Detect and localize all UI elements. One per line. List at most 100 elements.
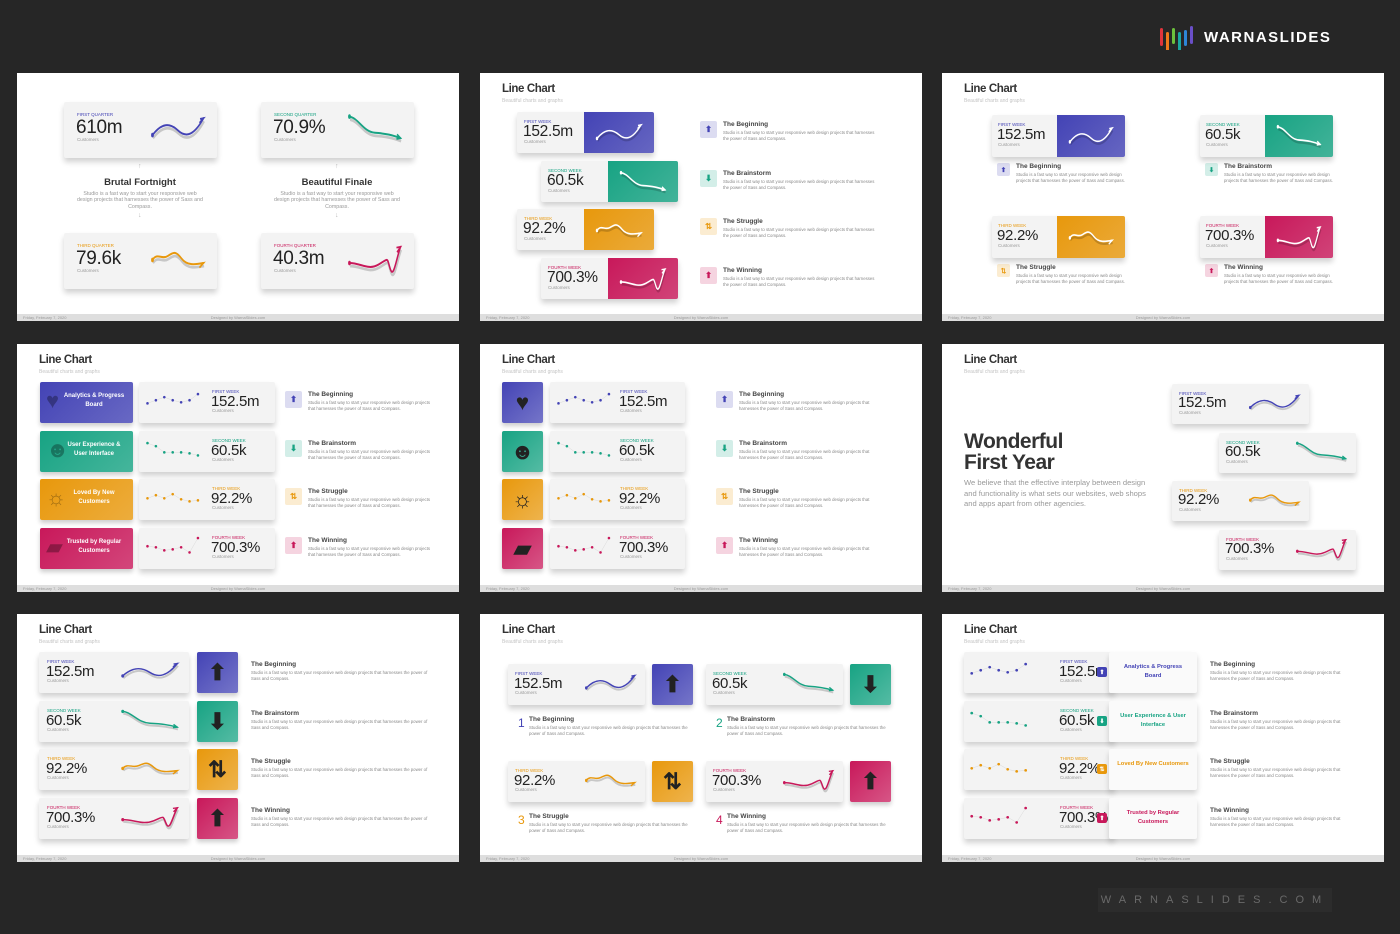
stat-unit: Customers [713,787,735,793]
stat-label: Third Week [47,755,76,761]
item-description: Studio is a fast way to start your respo… [529,822,688,833]
slide-title: Line Chart [964,624,1017,636]
sparkline-point [599,452,602,455]
slide-grid[interactable]: Line Chart Beautiful charts and graphs Fir… [942,73,1384,321]
sparkline-chart [1276,125,1322,149]
stat-label: Third Week [620,485,649,491]
sparkline-chart [595,123,644,142]
stat-value: 60.5k [1225,443,1261,461]
item-description: Studio is a fast way to start your respo… [723,130,875,141]
arrow-down-icon: ⬇ [716,440,733,457]
sparkline-point [607,499,611,502]
sparkline-line [121,663,179,678]
item-number: 1 [518,716,525,730]
sparkline-start-point [584,686,588,690]
arrowhead [661,186,667,192]
sparkline-start-point [121,818,125,822]
week-card: Second Week 60.5k Customers [1219,433,1356,473]
week-card: First Week 152.5m Customers [964,652,1114,693]
sparkline-point [1006,721,1010,724]
category-tile[interactable]: ☼ Loved By New Customers [40,479,133,520]
sparkline-point [1006,768,1010,771]
connector-down-arrow-icon: ↓ [138,212,142,219]
item-title: The Beginning [1016,163,1062,170]
sparkline-point [179,498,183,501]
category-tile[interactable]: Loved By New Customers [1109,749,1197,790]
connector-up-arrow-icon: ↑ [335,163,339,170]
sparkline-shadow [586,776,636,788]
arrow-up-icon: ⬆ [285,537,302,554]
slide-subtitle: Beautiful charts and graphs [502,98,563,104]
stat-unit: Customers [515,787,537,793]
week-card: Third Week 92.2% Customers [992,216,1125,258]
footer-date: Friday, February 7, 2020 [23,315,67,320]
week-card: Fourth Week 700.3% Customers [39,798,189,839]
stat-value: 70.9% [273,116,326,138]
arrowhead [1316,226,1322,233]
item-number: 2 [716,716,723,730]
sparkline-shadow [621,174,666,194]
arrowhead [1294,501,1301,507]
footer-date: Friday, February 7, 2020 [948,586,992,591]
sparkline-shadow [1297,541,1348,561]
sparkline-point [590,451,594,454]
category-tile[interactable]: Trusted by Regular Customers [1109,798,1197,839]
item-title: The Struggle [1016,264,1056,271]
sparkline-point [607,392,611,396]
slide-stacked[interactable]: Line Chart Beautiful charts and graphs Fir… [480,73,922,321]
stat-label: Second Week [1060,707,1094,713]
sparkline-shadow [349,118,402,143]
category-tile[interactable]: Analytics & Progress Board [1109,652,1197,693]
slide-title: Line Chart [39,624,92,636]
stat-value: 152.5m [514,674,563,692]
stat-label: Second Week [1226,439,1260,445]
slide-wonderful[interactable]: Line Chart Beautiful charts and graphs Won… [942,344,1384,592]
week-card: Fourth Week 700.3% Customers [964,798,1114,839]
stat-unit: Customers [47,824,69,830]
chart-block [608,161,678,202]
slide-subtitle: Beautiful charts and graphs [964,639,1025,645]
week-card: First Week 152.5m Customers [550,382,685,423]
sparkline-point [146,545,149,548]
slide-quarters[interactable]: First Quarter 610m Customers Second Quarter… [17,73,459,321]
logo-bar [1190,26,1193,44]
sparkline-shadow [1250,397,1301,411]
slide-iconed[interactable]: Line Chart Beautiful charts and graphs ♥ Fi… [480,344,922,592]
stat-label: First Week [620,388,648,394]
sparkline-point [565,399,569,402]
sparkline-point [154,445,158,448]
arrow-down-icon: ⬇ [197,701,238,742]
footer-credit: Designed by WarnaSlides.com [210,315,266,320]
category-tile[interactable]: ▰ Trusted by Regular Customers [40,528,133,569]
slide-labeled[interactable]: Line Chart Beautiful charts and graphs ♥ An… [17,344,459,592]
arrowhead [637,123,644,130]
sparkline-start-point [151,257,154,263]
chart-block [1265,115,1333,157]
sparkline-point [1015,821,1019,824]
slide-numbered[interactable]: Line Chart Beautiful charts and graphs Fir… [480,614,922,862]
sparkline-line [971,664,1026,674]
slide-arrows[interactable]: Line Chart Beautiful charts and graphs Fir… [17,614,459,862]
arrow-up-down-icon: ⇅ [700,218,717,235]
category-tile[interactable]: ♥ Analytics & Progress Board [40,382,133,423]
stat-label: Fourth Week [1060,804,1094,810]
arrow-up-icon: ⬆ [197,798,238,839]
sparkline-point [574,549,577,552]
stat-value: 92.2% [1178,491,1220,509]
arrow-up-down-icon: ⇅ [716,488,733,505]
category-tile[interactable]: ☻ User Experience & User Interface [40,431,133,472]
category-tile[interactable]: User Experience & User Interface [1109,701,1197,742]
stat-unit: Customers [548,284,570,290]
arrow-up-icon: ⬆ [700,267,717,284]
sparkline-point [970,815,974,818]
item-description: Studio is a fast way to start your respo… [308,400,431,411]
arrowhead [661,268,667,275]
stat-value: 700.3% [619,538,669,556]
arrowhead [172,662,180,668]
slide-outlined[interactable]: Line Chart Beautiful charts and graphs Fir… [942,614,1384,862]
item-description: Studio is a fast way to start your respo… [1210,816,1341,827]
stat-value: 152.5m [211,392,260,410]
slide-subtitle: Beautiful charts and graphs [964,98,1025,104]
item-title: The Beginning [1210,661,1256,668]
item-description: Studio is a fast way to start your respo… [308,449,431,460]
